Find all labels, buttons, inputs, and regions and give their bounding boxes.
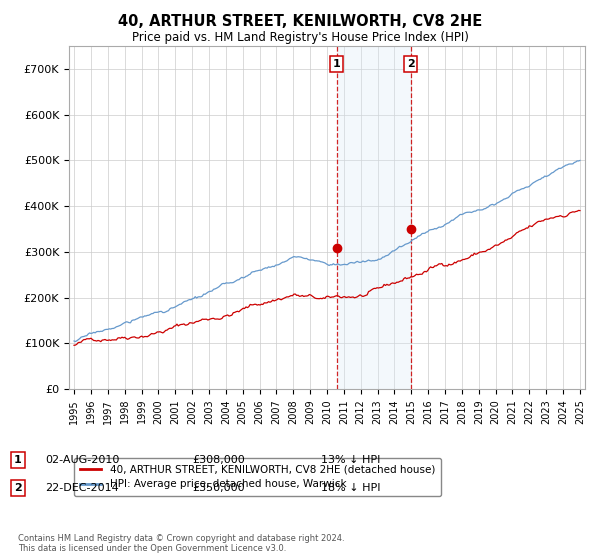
Text: 2: 2: [14, 483, 22, 493]
Text: 40, ARTHUR STREET, KENILWORTH, CV8 2HE: 40, ARTHUR STREET, KENILWORTH, CV8 2HE: [118, 14, 482, 29]
Text: 13% ↓ HPI: 13% ↓ HPI: [321, 455, 380, 465]
Text: 18% ↓ HPI: 18% ↓ HPI: [321, 483, 380, 493]
Text: Price paid vs. HM Land Registry's House Price Index (HPI): Price paid vs. HM Land Registry's House …: [131, 31, 469, 44]
Text: 02-AUG-2010: 02-AUG-2010: [45, 455, 119, 465]
Text: 2: 2: [407, 59, 415, 69]
Text: Contains HM Land Registry data © Crown copyright and database right 2024.
This d: Contains HM Land Registry data © Crown c…: [18, 534, 344, 553]
Text: £350,000: £350,000: [192, 483, 245, 493]
Text: 1: 1: [333, 59, 341, 69]
Text: 1: 1: [14, 455, 22, 465]
Bar: [337, 46, 411, 389]
Text: 22-DEC-2014: 22-DEC-2014: [45, 483, 119, 493]
Legend: 40, ARTHUR STREET, KENILWORTH, CV8 2HE (detached house), HPI: Average price, det: 40, ARTHUR STREET, KENILWORTH, CV8 2HE (…: [74, 458, 441, 496]
Text: £308,000: £308,000: [192, 455, 245, 465]
